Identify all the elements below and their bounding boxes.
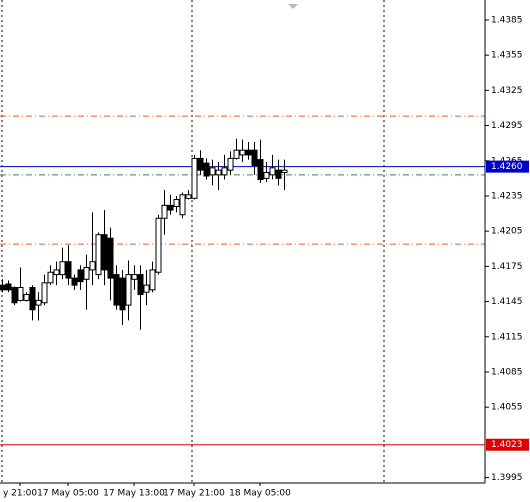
candle-body (113, 274, 120, 306)
candle-body (179, 194, 186, 216)
candle-body (23, 294, 30, 301)
x-tick-label: 18 May 05:00 (229, 489, 291, 499)
candle-body (227, 157, 234, 171)
candle-body (5, 283, 12, 291)
y-tick-label: 1.4235 (491, 191, 523, 201)
candle-body (245, 149, 252, 156)
candle-body (215, 169, 222, 176)
candle-body (17, 287, 24, 301)
candle-body (167, 204, 174, 211)
candle-body (77, 269, 84, 283)
y-tick-label: 1.4325 (491, 86, 523, 96)
candle-body (119, 277, 126, 311)
candle-body (47, 271, 54, 284)
candle-body (203, 162, 210, 177)
candle-body (95, 234, 102, 276)
candle-body (263, 172, 270, 179)
candle-body (11, 287, 18, 304)
y-tick-label: 1.3995 (491, 473, 523, 483)
candle-body (59, 261, 66, 276)
candle-body (269, 167, 276, 176)
candle-body (89, 261, 96, 271)
candle-body (155, 217, 162, 273)
y-tick-label: 1.4355 (491, 51, 523, 61)
candle-body (149, 269, 156, 291)
candle-body (41, 282, 48, 304)
candle-body (233, 149, 240, 159)
candle-body (65, 261, 72, 279)
y-tick-label: 1.4145 (491, 297, 523, 307)
candle-body (173, 198, 180, 208)
candle-body (275, 169, 282, 179)
candle-body (137, 274, 144, 296)
candle-body (281, 169, 288, 173)
candle-body (107, 237, 114, 279)
x-tick-label: 17 May 05:00 (37, 489, 99, 499)
candle-body (29, 287, 36, 311)
x-tick-label: y 21:00 (3, 489, 37, 499)
candle-body (71, 277, 78, 286)
y-tick-label: 1.4295 (491, 121, 523, 131)
y-tick-label: 1.4205 (491, 227, 523, 237)
candle-body (35, 299, 42, 306)
x-tick-label: 17 May 21:00 (163, 489, 225, 499)
candle-body (239, 149, 246, 156)
candle-body (185, 194, 192, 199)
candle-body (191, 157, 198, 199)
candle-body (221, 167, 228, 176)
price-label-box (486, 438, 529, 451)
plot-area (0, 115, 485, 446)
candle-body (83, 267, 90, 280)
y-tick-label: 1.4175 (491, 262, 523, 272)
shift-marker (288, 4, 298, 9)
candle-body (197, 157, 204, 171)
y-tick-label: 1.4055 (491, 403, 523, 413)
y-tick-label: 1.4385 (491, 15, 523, 25)
y-tick-label: 1.4085 (491, 367, 523, 377)
y-tick-label: 1.4115 (491, 332, 523, 342)
candle-body (0, 284, 6, 291)
candle-body (251, 149, 258, 166)
price-label: 1.4023 (491, 440, 523, 450)
price-label-box (486, 160, 529, 173)
candle-body (209, 167, 216, 176)
x-tick-label: 17 May 13:00 (103, 489, 165, 499)
candle-body (143, 284, 150, 293)
candle-body (53, 269, 60, 276)
candle-body (161, 204, 168, 219)
candle-body (125, 274, 132, 306)
candle-body (257, 159, 264, 181)
candle-body (131, 274, 138, 280)
price-label: 1.4260 (491, 162, 523, 172)
candle-body (101, 234, 108, 271)
